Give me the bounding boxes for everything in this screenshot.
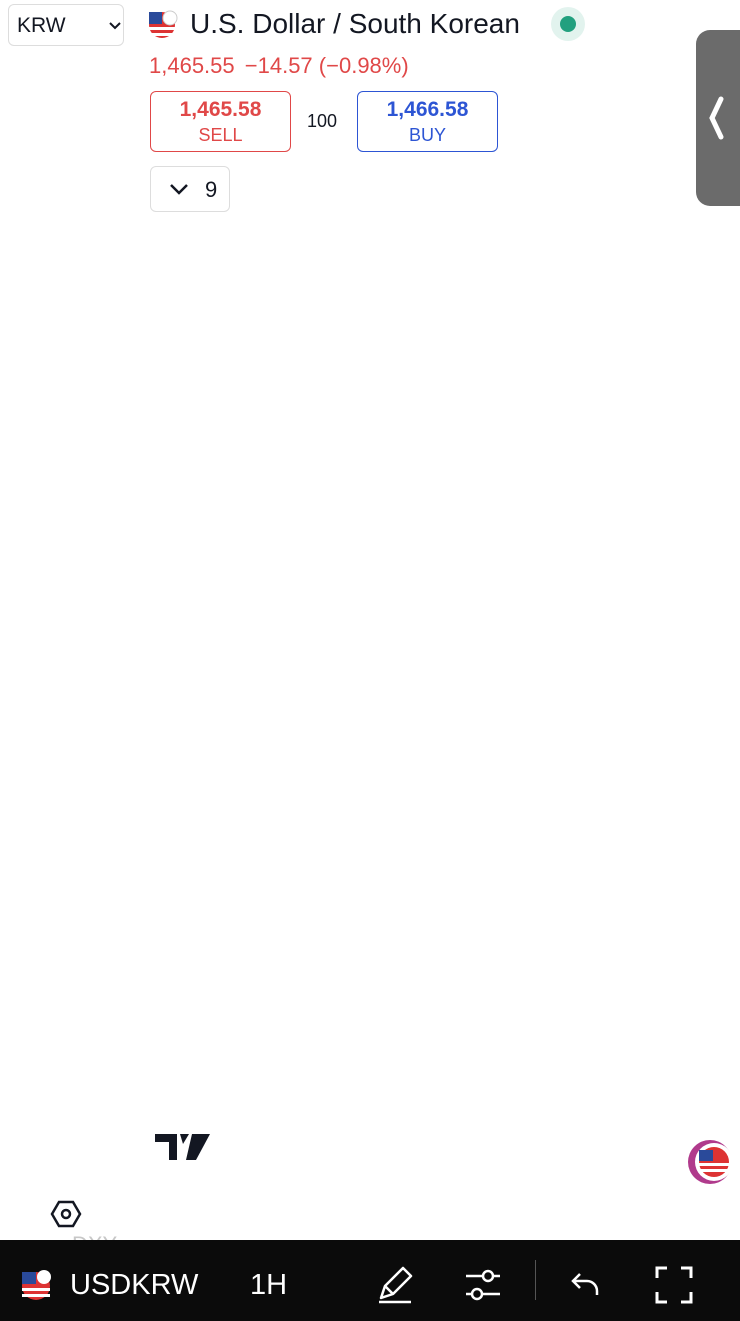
price-line: 1,465.55 −14.57 (−0.98%) (149, 53, 409, 79)
separator (535, 1260, 536, 1300)
interval[interactable]: 1H (250, 1269, 288, 1301)
chart-background (0, 0, 740, 1240)
market-status (551, 7, 585, 41)
symbol[interactable]: USDKRW (70, 1269, 199, 1301)
sell-price: 1,465.58 (179, 98, 262, 121)
quantity: 100 (307, 111, 338, 131)
sell-button[interactable]: 1,465.58 SELL (150, 91, 291, 152)
flag-icon (149, 10, 178, 38)
undo-icon[interactable] (570, 1270, 602, 1298)
side-panel-tab[interactable] (696, 30, 740, 206)
flag-badge (688, 1140, 733, 1184)
settings-icon[interactable] (50, 1200, 82, 1228)
chart (0, 0, 740, 1240)
indicators-icon[interactable] (463, 1266, 503, 1304)
buy-button[interactable]: 1,466.58 BUY (357, 91, 498, 152)
symbol-icon (22, 1270, 51, 1300)
sell-label: SELL (198, 125, 243, 145)
tv-logo (155, 1134, 210, 1160)
buy-price: 1,466.58 (386, 98, 469, 121)
currency: KRW (17, 14, 66, 37)
currency-dropdown[interactable]: KRW (8, 4, 124, 46)
chevron-left (709, 96, 724, 140)
symbol-title: U.S. Dollar / South Korean (190, 8, 520, 39)
toolbar: USDKRW 1H (0, 1240, 740, 1321)
change: −14.57 (244, 53, 313, 78)
indicators-count: 9 (205, 177, 218, 202)
chevron (170, 184, 188, 195)
fullscreen-icon[interactable] (655, 1266, 693, 1304)
chevron (109, 22, 121, 30)
last-price: 1,465.55 (149, 53, 235, 78)
draw-icon[interactable] (375, 1264, 415, 1304)
buy-label: BUY (408, 125, 446, 145)
change-percent: (−0.98%) (318, 53, 409, 78)
indicators-toggle[interactable]: 9 (150, 166, 230, 212)
